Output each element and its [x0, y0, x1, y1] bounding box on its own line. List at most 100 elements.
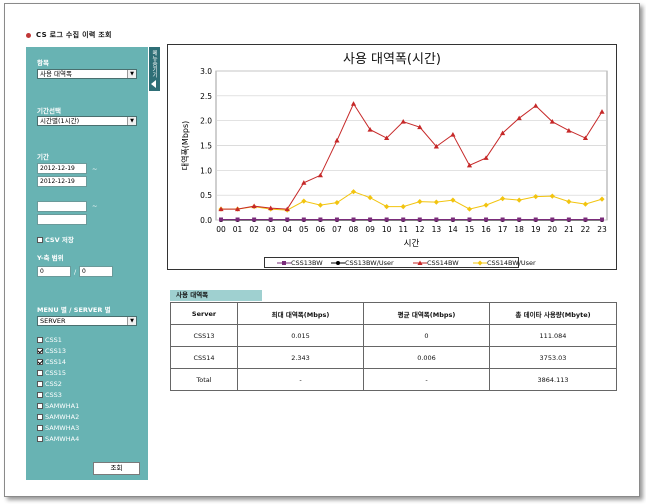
x-tick-label: 12: [415, 225, 425, 234]
legend-item: CSS13BW/User: [331, 259, 394, 267]
item-select[interactable]: 사용 대역폭 ▼: [37, 69, 137, 79]
date-from-input[interactable]: 2012-12-19: [37, 163, 87, 174]
title-bullet-icon: [26, 32, 31, 38]
server-checkbox-css13[interactable]: CSS13: [37, 347, 66, 356]
hide-menu-label: 메뉴숨기기: [151, 50, 157, 78]
x-tick-label: 01: [233, 225, 243, 234]
search-button[interactable]: 조회: [93, 462, 140, 475]
cell-avg: 0.006: [363, 346, 490, 369]
checkbox-box[interactable]: [37, 392, 43, 398]
date-to-input[interactable]: 2012-12-19: [37, 176, 87, 187]
x-tick-label: 20: [548, 225, 558, 234]
x-tick-label: 02: [249, 225, 259, 234]
data-point: [417, 199, 423, 205]
checkbox-box[interactable]: [37, 337, 43, 343]
time-to-input[interactable]: [37, 214, 87, 225]
data-point: [317, 172, 323, 178]
hide-menu-tab[interactable]: 메뉴숨기기: [149, 47, 160, 91]
server-checkbox-css2[interactable]: CSS2: [37, 380, 62, 389]
data-point: [252, 217, 257, 222]
legend-item: CSS14BW/User: [473, 259, 536, 267]
chevron-down-icon[interactable]: ▼: [127, 70, 136, 78]
page-title: CS 로그 수집 이력 조회: [26, 30, 112, 40]
legend-label: CSS14BW/User: [487, 259, 536, 267]
series-line-css14bw-user: [221, 191, 603, 211]
group-by-select[interactable]: SERVER ▼: [37, 316, 137, 326]
data-point: [583, 217, 588, 222]
table-row: Total - - 3864.113: [170, 368, 617, 391]
cell-avg: -: [363, 368, 490, 391]
chevron-down-icon[interactable]: ▼: [127, 117, 136, 125]
data-point: [484, 217, 489, 222]
legend-label: CSS13BW/User: [345, 259, 394, 267]
x-tick-label: 13: [432, 225, 442, 234]
data-point: [317, 202, 323, 208]
server-checkbox-samwha4[interactable]: SAMWHA4: [37, 435, 79, 444]
yaxis-max-input[interactable]: 0: [79, 266, 113, 277]
header-max-bandwidth: 최대 대역폭(Mbps): [237, 302, 364, 325]
data-point: [566, 199, 572, 205]
checkbox-box[interactable]: [37, 370, 43, 376]
checkbox-box[interactable]: [37, 403, 43, 409]
server-checkbox-css1[interactable]: CSS1: [37, 336, 62, 345]
x-axis-label: 시간: [404, 238, 420, 249]
server-name: CSS15: [45, 369, 67, 377]
data-point: [582, 201, 589, 207]
page-title-text: CS 로그 수집 이력 조회: [36, 31, 112, 39]
item-label: 항목: [37, 59, 49, 67]
x-tick-label: 04: [282, 225, 292, 234]
data-point: [334, 217, 339, 222]
data-point: [500, 196, 506, 202]
server-checkbox-css3[interactable]: CSS3: [37, 391, 62, 400]
data-point: [433, 143, 439, 149]
data-point: [285, 217, 290, 222]
collapse-left-icon: [151, 80, 156, 88]
checkbox-box[interactable]: [37, 425, 43, 431]
server-checkbox-samwha2[interactable]: SAMWHA2: [37, 413, 79, 422]
server-checkbox-samwha1[interactable]: SAMWHA1: [37, 402, 79, 411]
legend-marker-icon: [331, 261, 345, 265]
checkbox-box[interactable]: [37, 414, 43, 420]
data-point: [600, 217, 604, 222]
y-axis-label: 대역폭(Mbps): [180, 121, 190, 171]
period-select[interactable]: 시간별(1시간) ▼: [37, 116, 137, 126]
data-point: [400, 119, 406, 124]
checkbox-box[interactable]: [37, 381, 43, 387]
checkbox-box[interactable]: [37, 359, 43, 365]
chart-legend: CSS13BW CSS13BW/User CSS14BW CSS14BW/User: [264, 257, 536, 268]
data-point: [599, 196, 605, 202]
server-name: SAMWHA1: [45, 402, 80, 410]
csv-checkbox-box[interactable]: [37, 237, 43, 243]
data-point: [483, 202, 489, 208]
server-checkbox-css15[interactable]: CSS15: [37, 369, 66, 378]
x-tick-label: 23: [597, 225, 607, 234]
yaxis-min-input[interactable]: 0: [37, 266, 71, 277]
server-checkbox-samwha3[interactable]: SAMWHA3: [37, 424, 79, 433]
legend-marker-icon: [473, 260, 487, 266]
data-point: [400, 203, 406, 210]
data-point: [582, 135, 589, 141]
chevron-down-icon[interactable]: ▼: [127, 317, 136, 325]
y-tick-label: 0.0: [200, 216, 212, 225]
group-by-select-value: SERVER: [40, 317, 66, 325]
date-tilde: ~: [92, 165, 98, 173]
csv-save-checkbox[interactable]: CSV 저장: [37, 236, 74, 245]
x-tick-label: 09: [365, 225, 375, 234]
checkbox-box[interactable]: [37, 348, 43, 354]
checkbox-box[interactable]: [37, 436, 43, 442]
cell-max: 0.015: [237, 324, 364, 347]
y-tick-label: 0.5: [200, 191, 212, 200]
data-point: [450, 217, 455, 222]
data-point: [549, 193, 555, 199]
cell-max: -: [237, 368, 364, 391]
cell-server: CSS14: [170, 346, 238, 369]
server-name: CSS13: [45, 347, 67, 355]
x-tick-label: 19: [531, 225, 541, 234]
server-checkbox-css14[interactable]: CSS14: [37, 358, 66, 367]
time-from-input[interactable]: [37, 201, 87, 212]
bandwidth-chart: 사용 대역폭(시간) 0.0 0.5 1.0 1.5 2.0 2.5 3.0 00 01 02 03…: [167, 44, 617, 270]
legend-label: CSS14BW: [427, 259, 459, 267]
item-select-value: 사용 대역폭: [40, 70, 72, 78]
cell-server: CSS13: [170, 324, 238, 347]
data-point: [467, 217, 472, 222]
